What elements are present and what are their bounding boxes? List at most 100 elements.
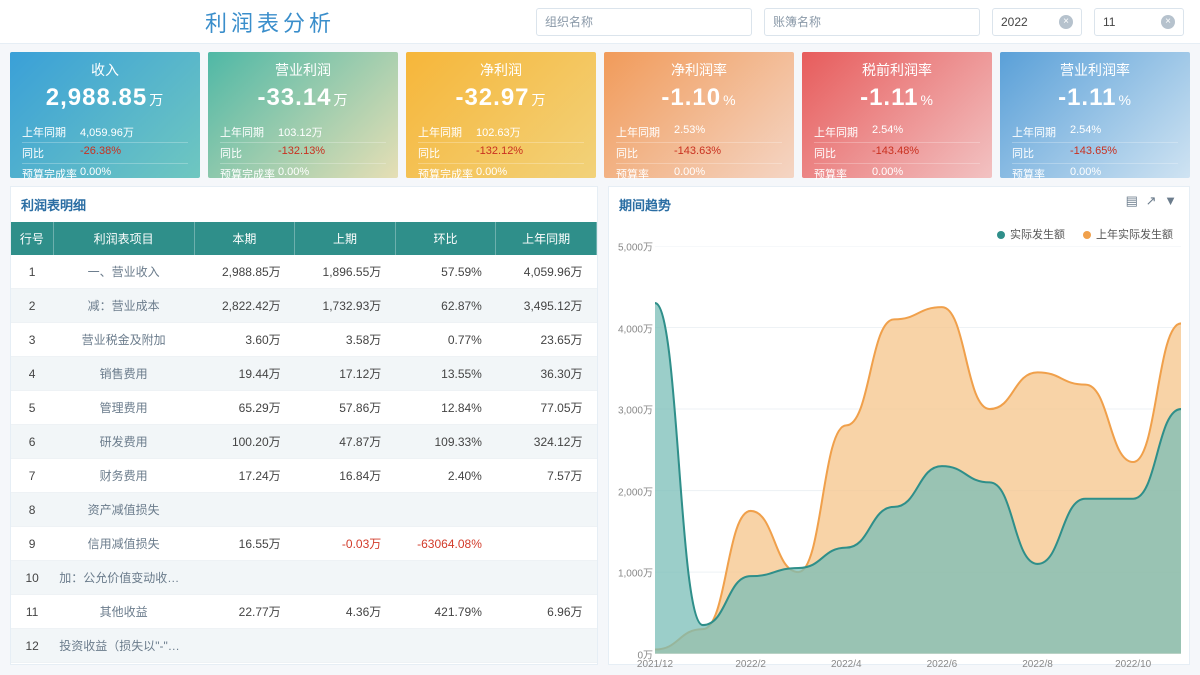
legend-item[interactable]: 上年实际发生额 [1083,226,1173,242]
legend-item[interactable]: 实际发生额 [997,226,1065,242]
table-cell: 23.65万 [496,323,597,357]
x-axis-label: 2022/2 [735,659,766,670]
kpi-title: 收入 [22,60,188,80]
table-cell: 2.40% [395,459,496,493]
table-cell: 109.33% [395,425,496,459]
year-filter[interactable]: 2022 × [992,8,1082,36]
detail-panel-title: 利润表明细 [11,187,597,222]
table-row[interactable]: 10加：公允价值变动收益（损失以"-"） [11,561,597,595]
kpi-row: 预算率 0.00% [814,164,980,184]
table-row[interactable]: 2减：营业成本2,822.42万1,732.93万62.87%3,495.12万 [11,289,597,323]
table-cell: 324.12万 [496,425,597,459]
kpi-row-value: 0.00% [80,166,111,182]
table-row[interactable]: 6研发费用100.20万47.87万109.33%324.12万 [11,425,597,459]
table-cell: 8 [11,493,53,527]
table-cell: 1 [11,255,53,289]
trend-panel: 期间趋势 ▤ ↗ ▼ 实际发生额上年实际发生额 0万1,000万2,000万3,… [608,186,1190,665]
table-row[interactable]: 7财务费用17.24万16.84万2.40%7.57万 [11,459,597,493]
month-filter[interactable]: 11 × [1094,8,1184,36]
filter-icon[interactable]: ▼ [1164,193,1179,208]
table-cell: 65.29万 [194,391,295,425]
table-header[interactable]: 上年同期 [496,222,597,255]
kpi-row-label: 上年同期 [616,124,674,140]
kpi-row: 预算率 0.00% [616,164,782,184]
table-cell: 4,059.96万 [496,255,597,289]
table-header[interactable]: 利润表项目 [53,222,194,255]
kpi-row: 预算完成率 0.00% [418,164,584,184]
table-cell [295,561,396,595]
kpi-value: -33.14万 [220,84,386,112]
table-cell: 4 [11,357,53,391]
x-axis-label: 2021/12 [637,659,673,670]
table-cell: 7.57万 [496,459,597,493]
month-filter-value: 11 [1103,15,1115,29]
month-clear-icon[interactable]: × [1161,15,1175,29]
table-row[interactable]: 3营业税金及附加3.60万3.58万0.77%23.65万 [11,323,597,357]
page-title: 利润表分析 [10,6,530,38]
kpi-row-value: -132.13% [278,145,325,161]
trend-toolbar[interactable]: ▤ ↗ ▼ [1126,193,1179,209]
table-cell: 13.55% [395,357,496,391]
org-filter-placeholder: 组织名称 [545,13,593,30]
y-axis-label: 4,000万 [613,320,653,335]
table-header[interactable]: 环比 [395,222,496,255]
table-row[interactable]: 11其他收益22.77万4.36万421.79%6.96万 [11,595,597,629]
x-axis-label: 2022/4 [831,659,862,670]
kpi-row-label: 上年同期 [22,124,80,140]
kpi-card[interactable]: 净利润率 -1.10% 上年同期 2.53% 同比 -143.63% 预算率 0… [604,52,794,178]
kpi-row-label: 预算完成率 [418,166,476,182]
kpi-row-label: 同比 [616,145,674,161]
table-cell [496,561,597,595]
table-header[interactable]: 上期 [295,222,396,255]
kpi-row: 预算完成率 0.00% [22,164,188,184]
kpi-row: 同比 -143.48% [814,143,980,164]
kpi-row: 上年同期 102.63万 [418,122,584,143]
kpi-row: 同比 -132.12% [418,143,584,164]
kpi-card[interactable]: 营业利润 -33.14万 上年同期 103.12万 同比 -132.13% 预算… [208,52,398,178]
kpi-row: 同比 -143.65% [1012,143,1178,164]
kpi-row-value: -132.12% [476,145,523,161]
table-cell [295,629,396,663]
table-cell: 6 [11,425,53,459]
kpi-card[interactable]: 收入 2,988.85万 上年同期 4,059.96万 同比 -26.38% 预… [10,52,200,178]
expand-icon[interactable]: ↗ [1146,193,1159,208]
kpi-row-value: 2.54% [872,124,903,140]
table-header[interactable]: 行号 [11,222,53,255]
table-cell [395,493,496,527]
kpi-card[interactable]: 净利润 -32.97万 上年同期 102.63万 同比 -132.12% 预算完… [406,52,596,178]
kpi-row-label: 同比 [418,145,476,161]
ledger-filter[interactable]: 账簿名称 [764,8,980,36]
table-row[interactable]: 12投资收益（损失以"-"号填列） [11,629,597,663]
kpi-row-value: 0.00% [1070,166,1101,182]
kpi-title: 税前利润率 [814,60,980,80]
org-filter[interactable]: 组织名称 [536,8,752,36]
table-row[interactable]: 5管理费用65.29万57.86万12.84%77.05万 [11,391,597,425]
table-row[interactable]: 1一、营业收入2,988.85万1,896.55万57.59%4,059.96万 [11,255,597,289]
table-cell: 管理费用 [53,391,194,425]
table-row[interactable]: 9信用减值损失16.55万-0.03万-63064.08% [11,527,597,561]
table-cell: -63064.08% [395,527,496,561]
table-cell: 11 [11,595,53,629]
table-header[interactable]: 本期 [194,222,295,255]
table-cell [194,663,295,665]
grid-icon[interactable]: ▤ [1126,193,1140,208]
table-cell: 资产减值损失 [53,493,194,527]
table-cell: 财务费用 [53,459,194,493]
table-cell: 7 [11,459,53,493]
table-cell [295,493,396,527]
table-cell: 销售费用 [53,357,194,391]
year-clear-icon[interactable]: × [1059,15,1073,29]
table-cell: 16.55万 [194,527,295,561]
table-cell: 减：营业成本 [53,289,194,323]
kpi-row-value: -26.38% [80,145,121,161]
kpi-row-label: 预算率 [1012,166,1070,182]
kpi-card[interactable]: 营业利润率 -1.11% 上年同期 2.54% 同比 -143.65% 预算率 … [1000,52,1190,178]
table-row[interactable]: 13其中：对联营企业和合营企业的投资 [11,663,597,665]
kpi-card[interactable]: 税前利润率 -1.11% 上年同期 2.54% 同比 -143.48% 预算率 … [802,52,992,178]
detail-table-scroll[interactable]: 行号利润表项目本期上期环比上年同期1一、营业收入2,988.85万1,896.5… [11,222,597,664]
table-row[interactable]: 8资产减值损失 [11,493,597,527]
table-cell: 3.58万 [295,323,396,357]
table-row[interactable]: 4销售费用19.44万17.12万13.55%36.30万 [11,357,597,391]
table-cell: 2,822.42万 [194,289,295,323]
table-cell: 信用减值损失 [53,527,194,561]
